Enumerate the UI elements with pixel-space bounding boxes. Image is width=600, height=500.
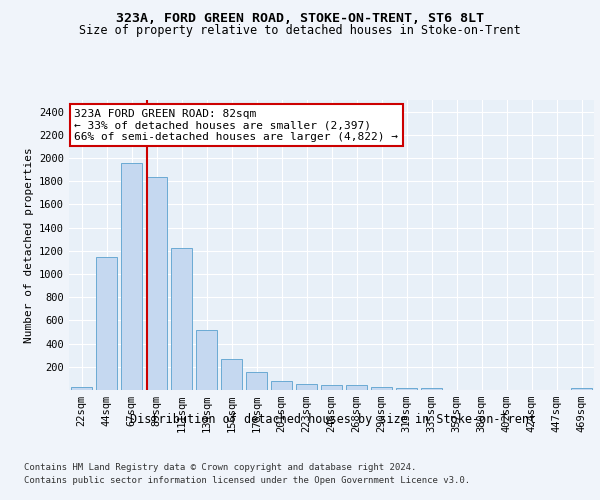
Bar xyxy=(221,360,242,390)
Bar xyxy=(96,256,117,390)
Text: Size of property relative to detached houses in Stoke-on-Trent: Size of property relative to detached ho… xyxy=(79,24,521,37)
Bar xyxy=(171,248,192,390)
Text: Contains public sector information licensed under the Open Government Licence v3: Contains public sector information licen… xyxy=(24,476,470,485)
Text: 323A, FORD GREEN ROAD, STOKE-ON-TRENT, ST6 8LT: 323A, FORD GREEN ROAD, STOKE-ON-TRENT, S… xyxy=(116,12,484,26)
Bar xyxy=(271,380,292,390)
Bar xyxy=(571,388,592,390)
Bar xyxy=(71,386,92,390)
Text: Distribution of detached houses by size in Stoke-on-Trent: Distribution of detached houses by size … xyxy=(130,412,536,426)
Text: 323A FORD GREEN ROAD: 82sqm
← 33% of detached houses are smaller (2,397)
66% of : 323A FORD GREEN ROAD: 82sqm ← 33% of det… xyxy=(74,108,398,142)
Bar xyxy=(396,388,417,390)
Bar xyxy=(371,388,392,390)
Bar xyxy=(321,386,342,390)
Bar xyxy=(346,386,367,390)
Bar xyxy=(146,176,167,390)
Y-axis label: Number of detached properties: Number of detached properties xyxy=(23,147,34,343)
Bar xyxy=(121,162,142,390)
Text: Contains HM Land Registry data © Crown copyright and database right 2024.: Contains HM Land Registry data © Crown c… xyxy=(24,462,416,471)
Bar xyxy=(196,330,217,390)
Bar xyxy=(246,372,267,390)
Bar xyxy=(296,384,317,390)
Bar xyxy=(421,388,442,390)
